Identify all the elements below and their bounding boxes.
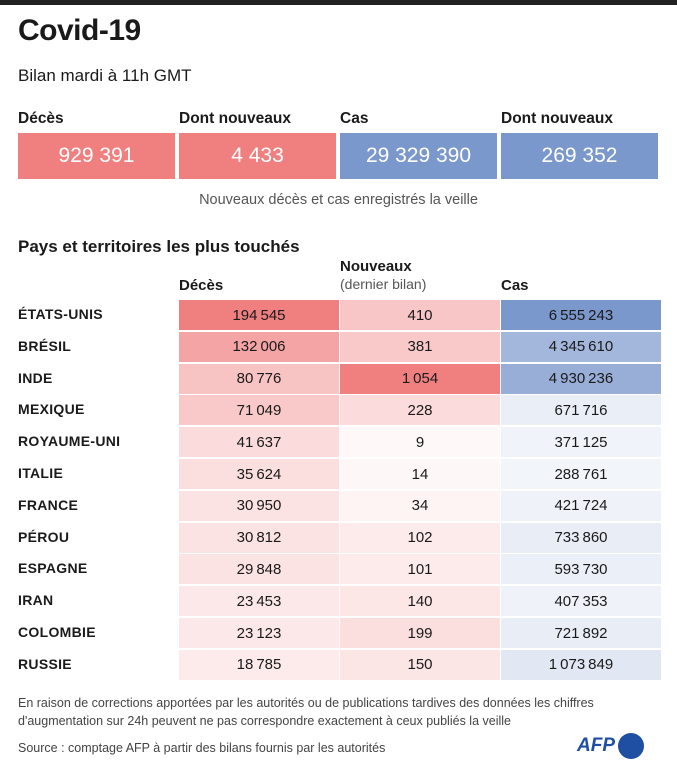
cell-deaths: 23 453: [179, 586, 339, 617]
cell-deaths: 23 123: [179, 618, 339, 648]
summary-box-new-deaths: 4 433: [179, 133, 336, 179]
cell-deaths: 35 624: [179, 459, 339, 489]
cell-new: 9: [340, 427, 500, 458]
cell-deaths: 30 950: [179, 490, 339, 521]
cell-new: 140: [340, 586, 500, 617]
afp-logo-text: AFP: [577, 735, 615, 756]
summary-label-new-cases: Dont nouveaux: [501, 110, 613, 127]
row-country: INDE: [18, 369, 53, 386]
page-subtitle: Bilan mardi à 11h GMT: [18, 66, 192, 85]
cell-cases: 288 761: [501, 459, 661, 489]
row-country: FRANCE: [18, 496, 79, 513]
summary-box-new-cases: 269 352: [501, 133, 658, 179]
footnote-line-1: En raison de corrections apportées par l…: [18, 696, 594, 710]
row-country: MEXIQUE: [18, 401, 85, 418]
cell-cases: 4 930 236: [501, 363, 661, 394]
cell-deaths: 41 637: [179, 427, 339, 458]
row-country: BRÉSIL: [18, 337, 72, 354]
cell-new: 14: [340, 459, 500, 489]
cell-deaths: 18 785: [179, 649, 339, 680]
cell-deaths: 80 776: [179, 363, 339, 394]
cell-new: 34: [340, 490, 500, 521]
summary-box-cases: 29 329 390: [340, 133, 497, 179]
summary-label-new-deaths: Dont nouveaux: [179, 110, 291, 127]
cell-deaths: 194 545: [179, 300, 339, 330]
cell-new: 199: [340, 618, 500, 648]
table-section-title: Pays et territoires les plus touchés: [18, 237, 300, 256]
summary-note: Nouveaux décès et cas enregistrés la vei…: [199, 192, 478, 208]
cell-deaths: 30 812: [179, 522, 339, 553]
column-header-cases: Cas: [501, 277, 529, 294]
page-title: Covid-19: [18, 14, 141, 47]
row-country: ESPAGNE: [18, 560, 88, 577]
cell-new: 410: [340, 300, 500, 330]
row-country: PÉROU: [18, 528, 70, 545]
cell-cases: 733 860: [501, 522, 661, 553]
cell-cases: 593 730: [501, 554, 661, 585]
cell-new: 1 054: [340, 363, 500, 394]
summary-box-deaths: 929 391: [18, 133, 175, 179]
afp-logo: AFP: [577, 733, 644, 759]
afp-logo-dot: [618, 733, 644, 759]
footnote-line-2: d'augmentation sur 24h peuvent ne pas co…: [18, 714, 511, 728]
cell-deaths: 71 049: [179, 395, 339, 426]
summary-label-cases: Cas: [340, 110, 369, 127]
source-note: Source : comptage AFP à partir des bilan…: [18, 741, 386, 755]
row-country: COLOMBIE: [18, 624, 96, 640]
cell-cases: 371 125: [501, 427, 661, 458]
row-country: ITALIE: [18, 465, 64, 481]
row-country: RUSSIE: [18, 655, 72, 672]
cell-deaths: 132 006: [179, 331, 339, 362]
column-subheader-new: (dernier bilan): [340, 276, 427, 292]
cell-cases: 1 073 849: [501, 649, 661, 680]
cell-new: 150: [340, 649, 500, 680]
row-country: IRAN: [18, 592, 54, 609]
cell-new: 102: [340, 522, 500, 553]
column-header-deaths: Décès: [179, 277, 224, 294]
cell-cases: 407 353: [501, 586, 661, 617]
row-country: ROYAUME-UNI: [18, 433, 121, 450]
cell-new: 101: [340, 554, 500, 585]
row-country: ÉTATS-UNIS: [18, 306, 103, 322]
cell-deaths: 29 848: [179, 554, 339, 585]
cell-new: 228: [340, 395, 500, 426]
cell-cases: 4 345 610: [501, 331, 661, 362]
cell-cases: 721 892: [501, 618, 661, 648]
cell-cases: 671 716: [501, 395, 661, 426]
top-rule: [0, 0, 677, 5]
cell-cases: 6 555 243: [501, 300, 661, 330]
column-header-new: Nouveaux: [340, 258, 412, 275]
cell-new: 381: [340, 331, 500, 362]
summary-label-deaths: Décès: [18, 110, 64, 127]
cell-cases: 421 724: [501, 490, 661, 521]
